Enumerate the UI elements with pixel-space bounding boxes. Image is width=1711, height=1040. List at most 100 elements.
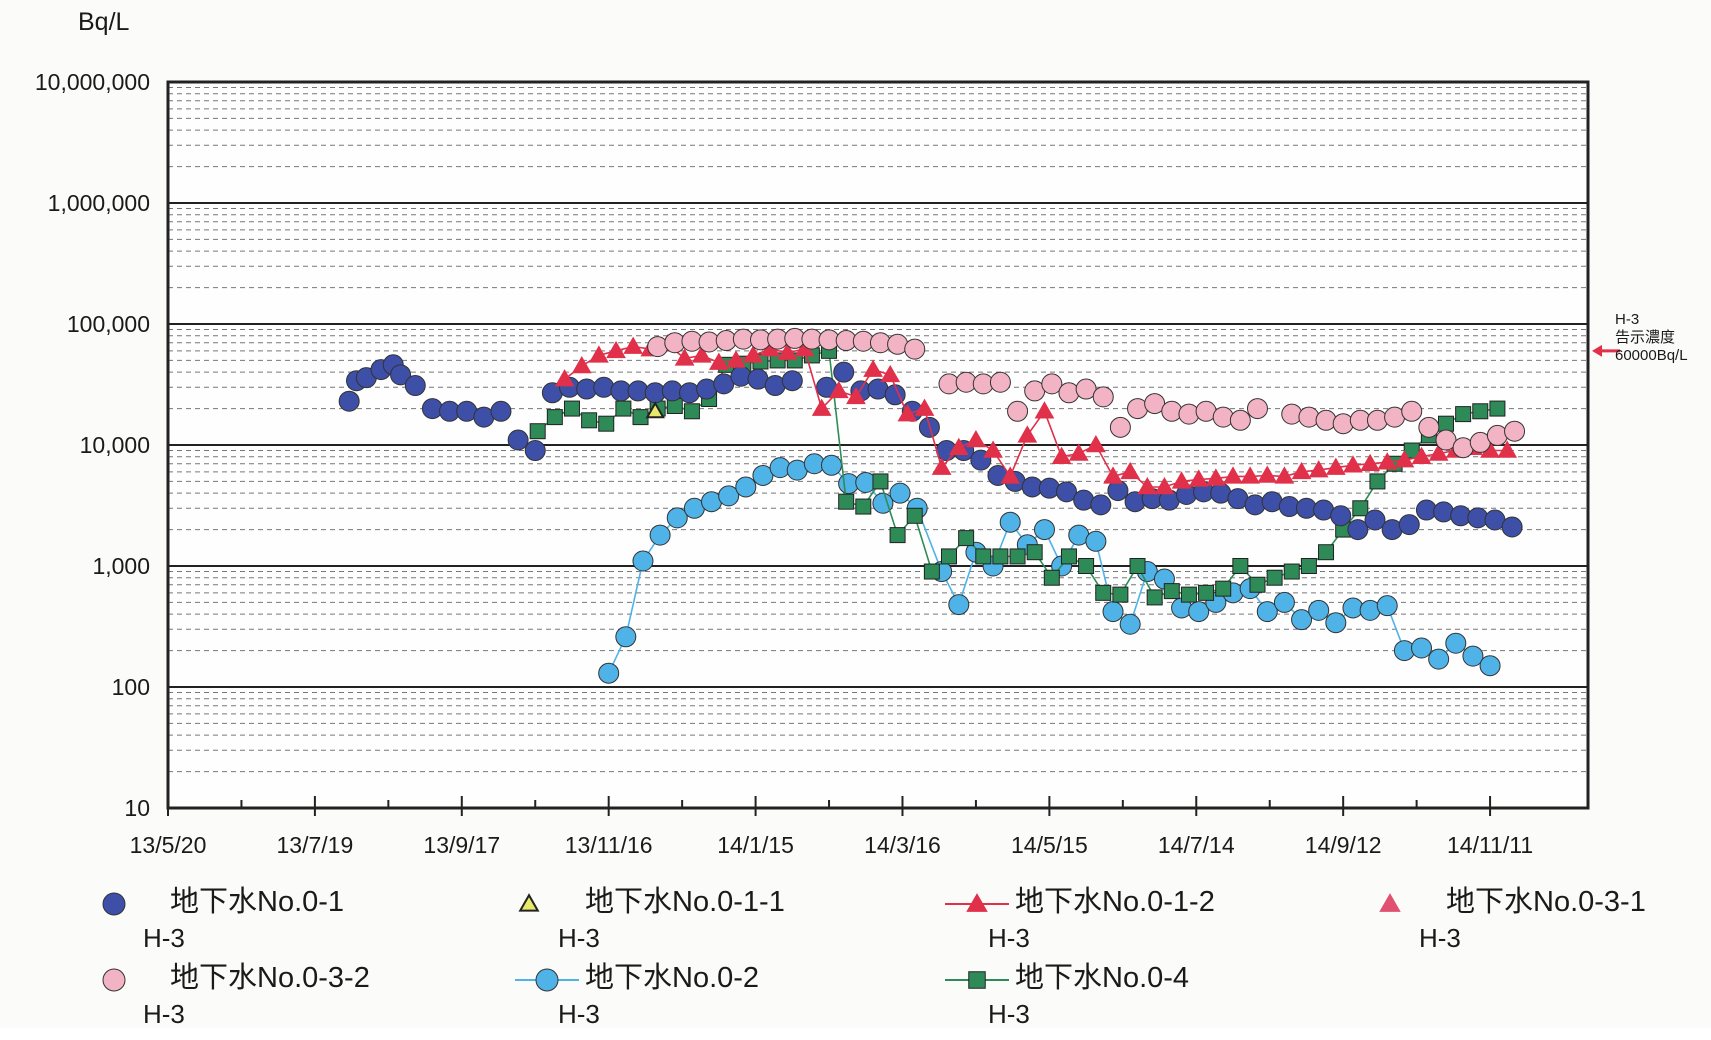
data-point — [615, 626, 637, 648]
data-point — [1308, 460, 1329, 478]
data-point — [1112, 586, 1129, 603]
x-tick-label: 13/7/19 — [277, 832, 354, 858]
data-point — [1486, 424, 1508, 446]
x-tick-label: 14/9/12 — [1305, 832, 1382, 858]
data-point — [1232, 558, 1249, 574]
data-point — [855, 498, 872, 515]
legend-symbol-0-3-2 — [102, 968, 126, 992]
data-point — [1058, 382, 1080, 404]
data-point — [1163, 583, 1180, 600]
data-point — [1376, 595, 1398, 617]
legend-item-0-4: 地下水No.0-4 H-3 — [945, 960, 1365, 1040]
data-point — [1274, 466, 1295, 484]
data-point — [1256, 601, 1278, 623]
data-point — [931, 457, 952, 475]
data-point — [390, 364, 412, 386]
legend-unit: H-3 — [558, 999, 600, 1029]
legend-marker — [966, 893, 988, 912]
data-point — [615, 400, 632, 417]
data-point — [941, 548, 957, 565]
data-point — [529, 423, 546, 440]
data-point — [1154, 476, 1175, 495]
legend-symbol-0-3-1 — [1379, 893, 1401, 912]
data-point — [338, 390, 360, 412]
data-point — [1212, 406, 1234, 428]
legend-label: 地下水No.0-2 — [585, 962, 760, 994]
data-point — [1347, 519, 1369, 541]
data-point — [966, 429, 986, 448]
data-point — [1428, 648, 1450, 670]
threshold-annotation: H-3 告示濃度 60000Bq/L — [1615, 311, 1688, 365]
data-point — [1038, 477, 1060, 499]
data-point — [1418, 416, 1440, 438]
legend-item-0-1: 地下水No.0-1 H-3 — [100, 884, 520, 964]
data-point — [906, 507, 923, 524]
data-point — [923, 563, 940, 580]
legend-marker — [535, 968, 559, 992]
data-point — [1283, 563, 1300, 580]
annotation-line-2: 告示濃度 — [1615, 329, 1676, 346]
data-point — [958, 530, 975, 547]
data-point — [718, 485, 740, 507]
data-point — [1188, 469, 1209, 487]
data-point — [1198, 584, 1215, 601]
data-point — [863, 359, 883, 377]
legend-symbol-0-2 — [515, 968, 579, 992]
data-point — [623, 336, 644, 354]
data-point — [1034, 401, 1055, 419]
legend-item-0-1-2: 地下水No.0-1-2 H-3 — [945, 884, 1365, 964]
data-point — [833, 361, 855, 383]
data-point — [1109, 416, 1131, 438]
x-tick-label: 14/1/15 — [717, 832, 794, 858]
legend-marker — [102, 892, 126, 916]
data-point — [598, 415, 615, 432]
legend-unit: H-3 — [1419, 923, 1461, 953]
data-point — [1366, 409, 1388, 431]
data-point — [1445, 632, 1467, 654]
y-tick-label: 100,000 — [67, 311, 150, 337]
data-point — [1009, 548, 1026, 565]
legend-label: 地下水No.0-1 — [170, 886, 345, 918]
data-point — [554, 369, 575, 387]
data-point — [1000, 466, 1021, 484]
threshold-arrow-head — [1592, 344, 1602, 357]
data-point — [1051, 446, 1072, 464]
legend-symbol-0-1-2 — [945, 893, 1009, 912]
data-point — [1017, 425, 1038, 443]
data-point — [1206, 468, 1226, 486]
data-point — [589, 345, 609, 363]
data-point — [1095, 584, 1112, 601]
x-tick-label: 14/5/15 — [1011, 832, 1088, 858]
data-point — [1086, 434, 1106, 453]
data-point — [1102, 601, 1124, 623]
legend-label: 地下水No.0-3-2 — [170, 962, 370, 994]
data-point — [1435, 429, 1457, 451]
plot-frame — [166, 80, 1590, 810]
data-point — [404, 375, 426, 397]
legend-unit: H-3 — [143, 999, 185, 1029]
annotation-line-1: H-3 — [1615, 311, 1640, 328]
data-point — [674, 348, 695, 366]
data-point — [743, 345, 763, 363]
data-point — [948, 594, 970, 616]
data-point — [632, 550, 654, 572]
data-point — [1229, 409, 1251, 431]
data-point — [1377, 452, 1398, 470]
legend-label: 地下水No.0-4 — [1015, 962, 1190, 994]
data-point — [1146, 589, 1163, 606]
data-point — [811, 398, 832, 416]
data-point — [1281, 403, 1303, 425]
data-point — [1364, 509, 1386, 531]
legend-label: 地下水No.0-3-1 — [1446, 886, 1646, 918]
data-point — [1497, 440, 1518, 458]
data-point — [1244, 494, 1266, 516]
data-point — [581, 412, 598, 429]
legend-marker — [518, 893, 540, 912]
data-point — [1504, 420, 1526, 442]
data-point — [1411, 446, 1432, 464]
y-axis-label: Bq/L — [78, 8, 130, 36]
data-point — [1144, 393, 1166, 415]
data-point — [1266, 569, 1283, 586]
legend-item-0-2: 地下水No.0-2 H-3 — [515, 960, 935, 1040]
